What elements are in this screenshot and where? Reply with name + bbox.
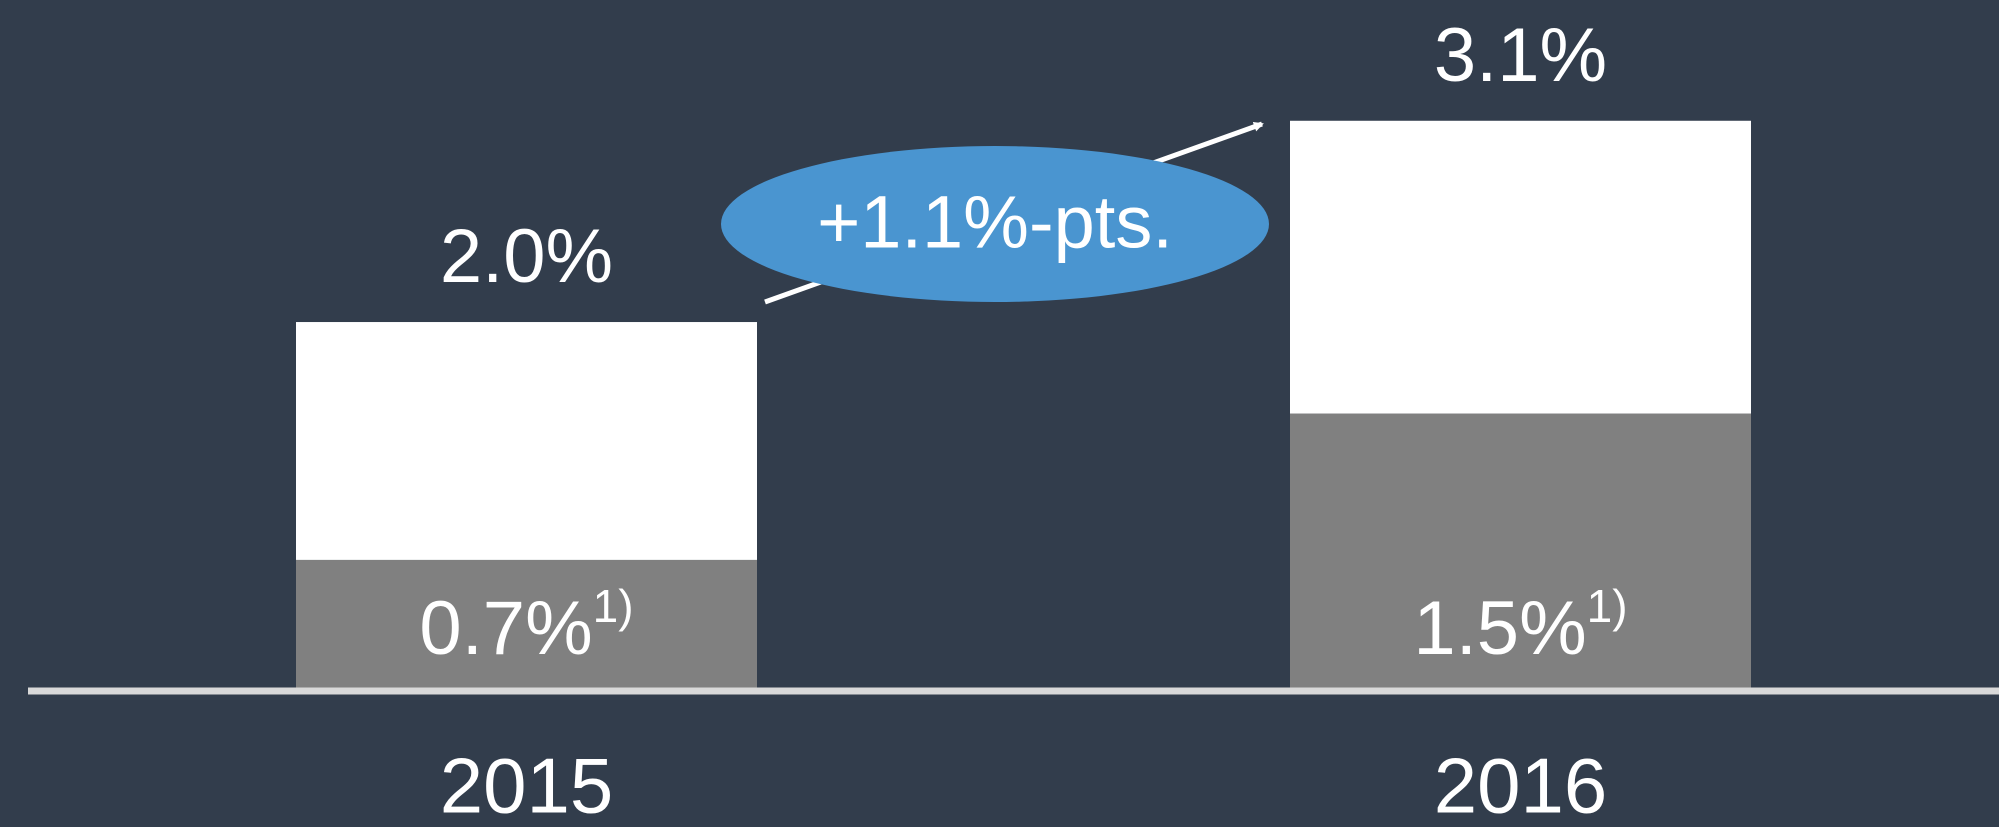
footnote: 1): [1587, 580, 1628, 632]
segment-value: 1.5%: [1413, 586, 1586, 671]
bars: [296, 120, 1751, 688]
total-label: 2.0%: [440, 214, 613, 299]
segment-label: 1.5%1): [1413, 580, 1627, 671]
total-label: 3.1%: [1434, 13, 1607, 98]
x-tick-label: 2016: [1434, 742, 1608, 827]
x-tick-label: 2015: [440, 742, 614, 827]
bar-segment: [1290, 120, 1751, 414]
segment-label: 0.7%1): [419, 580, 633, 671]
annotation: +1.1%-pts.: [817, 181, 1173, 264]
bar-segment: [296, 322, 757, 560]
bar-segment: [1290, 413, 1751, 688]
annotation-bubble: [721, 146, 1269, 302]
bar-segment: [296, 559, 757, 688]
segment-value: 0.7%: [419, 586, 592, 671]
footnote: 1): [593, 580, 634, 632]
